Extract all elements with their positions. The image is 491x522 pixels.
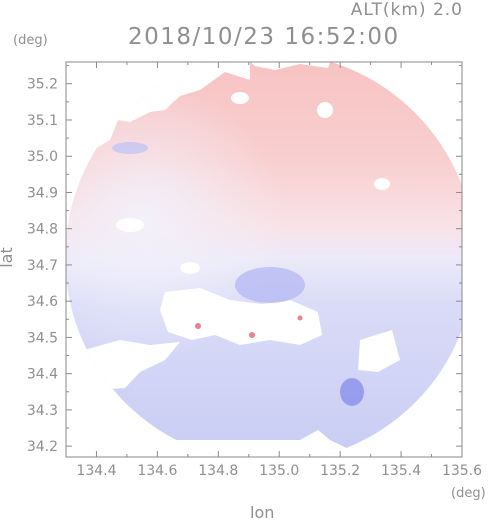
x-tick-label: 135.0: [259, 463, 299, 479]
strong-positive-2: [249, 332, 255, 338]
x-tick-label: 134.8: [198, 463, 238, 479]
y-tick-label: 34.3: [27, 403, 58, 419]
nodata-bay: [160, 288, 322, 345]
nodata-hole-3: [116, 218, 144, 232]
nodata-east-gap: [358, 330, 400, 372]
x-tick-label: 135.4: [381, 463, 421, 479]
y-tick-label: 35.1: [27, 113, 58, 129]
nodata-hole-4: [180, 262, 200, 274]
strong-positive-3: [297, 315, 303, 321]
y-tick-label: 34.8: [27, 222, 58, 238]
y-axis-unit: (deg): [13, 33, 48, 48]
y-tick-label: 34.5: [27, 330, 58, 346]
x-axis-unit: (deg): [451, 486, 486, 501]
strong-negative-3: [112, 142, 148, 154]
strong-negative-1: [235, 267, 305, 303]
x-tick-label: 134.6: [137, 463, 177, 479]
y-tick-label: 34.7: [27, 258, 58, 274]
nodata-hole-5: [374, 178, 390, 190]
pale-region: [66, 62, 462, 457]
strong-negative-2: [340, 378, 364, 406]
y-tick-label: 34.2: [27, 439, 58, 455]
plot-frame: [65, 61, 463, 458]
axes: 134.4 134.6 134.8 135.0 135.2 135.4 135.6 34.2 3…: [27, 61, 482, 479]
chart-title: 2018/10/23 16:52:00: [128, 24, 400, 50]
y-tick-label: 35.2: [27, 77, 58, 93]
x-axis-label: lon: [250, 503, 275, 522]
nodata-hole-1: [231, 92, 249, 104]
x-tick-label: 134.4: [76, 463, 116, 479]
altitude-label: ALT(km) 2.0: [350, 0, 463, 20]
nodata-hole-2: [317, 102, 333, 118]
y-tick-label: 34.6: [27, 294, 58, 310]
y-tick-label: 35.0: [27, 149, 58, 165]
x-tick-label: 135.2: [320, 463, 360, 479]
y-axis-label: lat: [0, 247, 16, 268]
radar-coverage: [66, 62, 462, 457]
x-tick-label: 135.6: [442, 463, 482, 479]
y-tick-label: 34.4: [27, 367, 58, 383]
plot-area: [66, 62, 462, 457]
y-tick-label: 34.9: [27, 185, 58, 201]
strong-positive-1: [195, 323, 201, 329]
